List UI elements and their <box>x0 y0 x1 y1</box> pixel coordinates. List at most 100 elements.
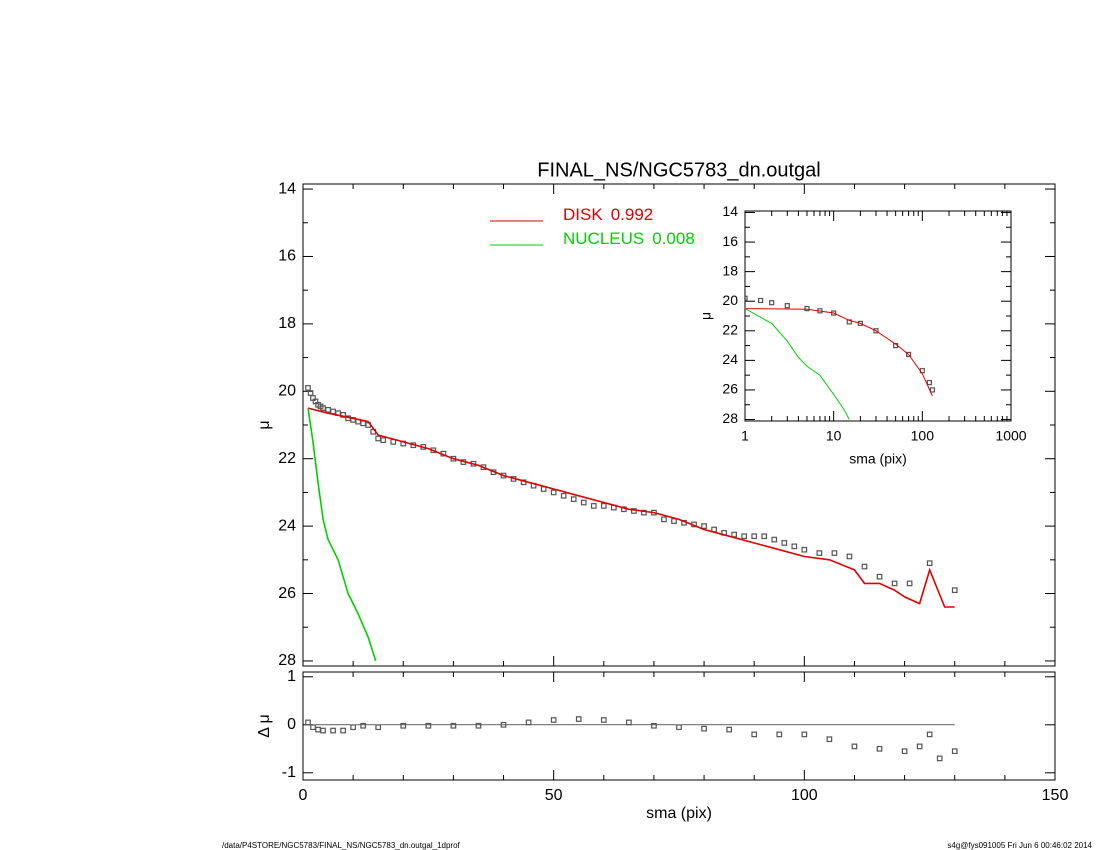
data-point <box>325 406 331 413</box>
x-tick-label: 1 <box>741 428 749 444</box>
data-point <box>600 717 607 723</box>
data-point <box>600 503 607 509</box>
data-point <box>360 420 367 427</box>
data-point <box>550 489 557 496</box>
data-point <box>375 724 382 731</box>
y-tick-label: 14 <box>278 180 296 197</box>
data-point <box>936 755 943 762</box>
y-tick-label: 0 <box>287 716 296 733</box>
y-tick-label: 18 <box>722 262 738 278</box>
data-point <box>846 553 853 560</box>
data-point <box>380 437 387 444</box>
series-line <box>307 407 377 662</box>
y-tick-label: 22 <box>722 321 738 337</box>
data-point <box>876 745 883 752</box>
data-point <box>360 722 367 729</box>
y-tick-label: 16 <box>278 248 296 265</box>
data-point <box>726 726 732 733</box>
data-point <box>425 722 432 729</box>
data-point <box>831 550 838 556</box>
data-point <box>816 550 823 556</box>
data-point <box>570 496 577 503</box>
y-tick-label: 26 <box>722 381 738 397</box>
data-point <box>340 412 346 418</box>
data-point <box>651 722 657 729</box>
data-point <box>901 748 908 755</box>
footer-right: s4g@fys091005 Fri Jun 6 00:46:02 2014 <box>947 841 1092 850</box>
data-point <box>745 295 748 301</box>
data-point <box>701 523 707 529</box>
data-point <box>450 722 457 729</box>
data-point <box>761 533 768 540</box>
y-tick-label: 22 <box>278 450 296 467</box>
data-point <box>784 303 790 309</box>
x-axis-label: sma (pix) <box>849 451 907 467</box>
data-point <box>310 724 316 731</box>
data-point <box>791 543 798 550</box>
data-point <box>671 518 677 524</box>
data-point <box>676 724 682 731</box>
data-point <box>731 531 737 538</box>
data-point <box>641 509 647 516</box>
data-point <box>741 533 748 540</box>
y-tick-label: -1 <box>282 764 296 781</box>
data-point <box>580 499 587 506</box>
data-point <box>857 320 863 326</box>
data-point <box>751 731 758 738</box>
data-point <box>905 351 912 358</box>
data-point <box>951 587 958 594</box>
data-point <box>861 563 868 570</box>
data-point <box>500 721 507 728</box>
data-point <box>926 560 933 567</box>
x-tick-label: 1000 <box>995 428 1026 444</box>
y-tick-label: 1 <box>287 668 296 685</box>
data-point <box>320 727 326 734</box>
data-point <box>525 719 532 726</box>
data-point <box>891 580 898 587</box>
data-point <box>661 516 667 523</box>
y-tick-label: 24 <box>278 517 296 534</box>
data-point <box>906 580 913 587</box>
data-point <box>873 328 879 334</box>
series-line <box>745 308 933 397</box>
y-tick-label: 18 <box>278 315 296 332</box>
data-point <box>951 748 958 755</box>
data-point <box>305 385 311 391</box>
data-point <box>626 719 632 726</box>
data-point <box>758 297 764 304</box>
data-point <box>475 722 482 729</box>
x-tick-label: 100 <box>911 428 935 444</box>
data-point <box>916 743 923 750</box>
y-tick-label: 14 <box>722 203 738 219</box>
data-point <box>400 722 407 729</box>
y-axis-label: μ <box>256 420 273 429</box>
y-axis-label: Δ μ <box>256 714 273 737</box>
data-point <box>575 716 582 722</box>
legend-label: NUCLEUS 0.008 <box>563 229 695 248</box>
y-tick-label: 26 <box>278 585 296 602</box>
y-tick-label: 16 <box>722 233 738 249</box>
x-tick-label: 0 <box>299 787 308 804</box>
chart-title: FINAL_NS/NGC5783_dn.outgal <box>537 159 821 181</box>
plot-frame <box>744 210 1012 422</box>
legend-name: DISK <box>563 205 603 224</box>
data-point <box>851 743 858 750</box>
x-axis-label: sma (pix) <box>646 805 712 822</box>
data-point <box>801 546 808 553</box>
series-line <box>307 407 955 608</box>
plot-frame <box>302 671 1056 781</box>
y-tick-label: 28 <box>278 652 296 669</box>
data-point <box>340 727 346 734</box>
data-point <box>804 306 810 312</box>
data-point <box>801 731 808 738</box>
series-line <box>745 308 850 420</box>
data-point <box>701 725 707 732</box>
x-tick-label: 150 <box>1042 787 1069 804</box>
data-point <box>926 731 933 738</box>
legend-fraction: 0.008 <box>652 229 695 248</box>
plot-frame <box>302 183 1056 667</box>
data-point <box>305 719 311 726</box>
plot-area <box>305 716 958 762</box>
x-tick-label: 50 <box>545 787 563 804</box>
data-point <box>350 724 356 731</box>
